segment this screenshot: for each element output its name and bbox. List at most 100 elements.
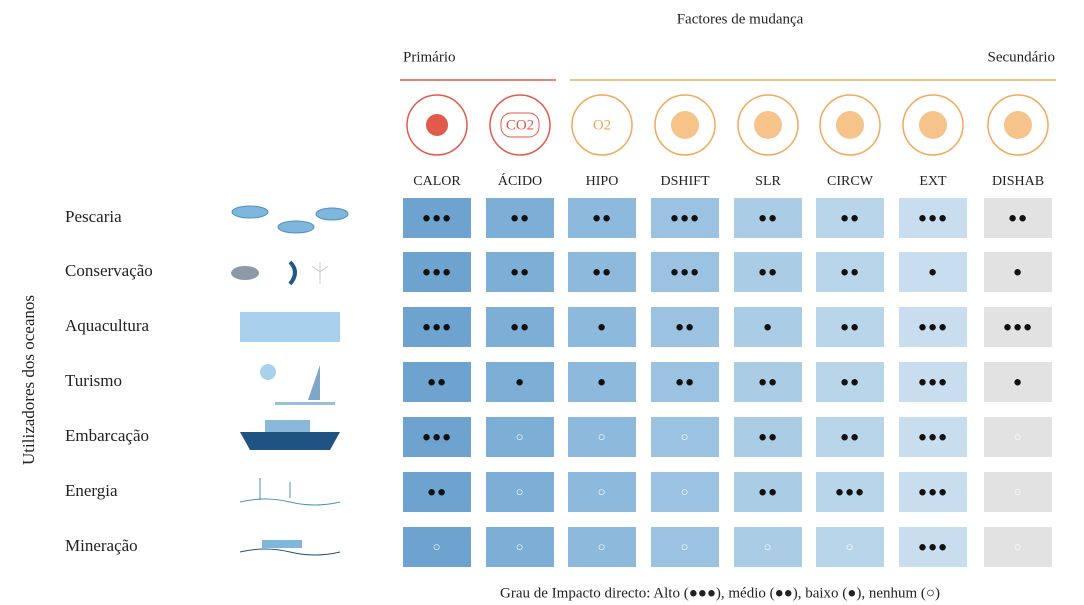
cell <box>734 417 802 457</box>
cell <box>403 472 471 512</box>
cell <box>486 472 554 512</box>
cell-value: ● <box>1013 374 1023 390</box>
cell <box>984 527 1052 567</box>
cell <box>486 527 554 567</box>
cell-value: ○ <box>516 484 525 499</box>
cell-value: ○ <box>516 539 525 554</box>
cell-value: ○ <box>1014 484 1023 499</box>
column-label: CALOR <box>413 174 461 189</box>
cell <box>486 362 554 402</box>
factor-icon <box>737 94 799 156</box>
cell-value: ● <box>597 319 607 335</box>
cell-value: ●● <box>427 484 447 500</box>
cell-value: ●● <box>675 319 695 335</box>
cell <box>403 198 471 238</box>
cell-value: ○ <box>1014 429 1023 444</box>
cell-value: ○ <box>681 484 690 499</box>
factor-icon <box>819 94 881 156</box>
cell-value: ●● <box>758 264 778 280</box>
icon-glyph <box>1004 111 1032 139</box>
cell-value: ●●● <box>918 319 948 335</box>
column-label: HIPO <box>586 174 619 189</box>
cell-value: ●● <box>510 210 530 226</box>
cell-value: ●●● <box>422 264 452 280</box>
cell-value: ●●● <box>422 319 452 335</box>
cell-value: ●●● <box>670 210 700 226</box>
icon-glyph <box>919 111 947 139</box>
cell <box>984 252 1052 292</box>
factor-icon <box>489 94 551 156</box>
cell <box>651 527 719 567</box>
row-label: Embarcação <box>65 426 149 445</box>
cell <box>651 472 719 512</box>
cell-value: ○ <box>598 539 607 554</box>
cell-value: ●● <box>675 374 695 390</box>
cell-value: ●● <box>758 429 778 445</box>
cell <box>899 252 967 292</box>
cell-value: ○ <box>516 429 525 444</box>
cell <box>899 362 967 402</box>
cell <box>403 307 471 347</box>
cell <box>651 307 719 347</box>
factor-icon <box>902 94 964 156</box>
row-label: Mineração <box>65 536 138 555</box>
row-label: Turismo <box>65 371 122 390</box>
column-label: DSHIFT <box>660 174 709 189</box>
cell-value: ●●● <box>918 374 948 390</box>
cell <box>651 198 719 238</box>
cell <box>403 527 471 567</box>
icon-glyph <box>754 111 782 139</box>
cell <box>734 472 802 512</box>
cell-value: ○ <box>598 484 607 499</box>
cell-value: ●● <box>840 429 860 445</box>
column-label: SLR <box>755 174 781 189</box>
cell <box>734 307 802 347</box>
cell-value: ●●● <box>670 264 700 280</box>
cell-value: ●●● <box>918 429 948 445</box>
row-label: Pescaria <box>65 207 122 226</box>
icon-text: CO2 <box>506 117 534 133</box>
cell-value: ●● <box>758 484 778 500</box>
cell <box>899 417 967 457</box>
factor-icon <box>654 94 716 156</box>
cell <box>651 417 719 457</box>
cell <box>568 527 636 567</box>
cell-value: ●●● <box>1003 319 1033 335</box>
cell-value: ○ <box>846 539 855 554</box>
row-icons <box>231 205 349 556</box>
cell <box>651 362 719 402</box>
cell-value: ●● <box>592 210 612 226</box>
cell-value: ●●● <box>422 210 452 226</box>
cell <box>403 362 471 402</box>
cell <box>568 362 636 402</box>
icon-glyph <box>671 111 699 139</box>
cell-value: ●● <box>510 319 530 335</box>
icon-glyph <box>836 111 864 139</box>
icon-box <box>500 112 540 138</box>
cell <box>403 417 471 457</box>
cell <box>984 307 1052 347</box>
column-label: CIRCW <box>827 174 874 189</box>
icon-text: O2 <box>593 117 611 133</box>
row-label: Energia <box>65 481 118 500</box>
factor-icon <box>406 94 468 156</box>
row-label: Conservação <box>65 261 153 280</box>
cell <box>403 252 471 292</box>
icon-glyph <box>426 114 448 136</box>
cell <box>816 198 884 238</box>
secondary-label: Secundário <box>988 49 1055 65</box>
cell-value: ●● <box>1008 210 1028 226</box>
cell <box>899 307 967 347</box>
cell-value: ○ <box>764 539 773 554</box>
cell <box>734 252 802 292</box>
cell-value: ● <box>1013 264 1023 280</box>
cell-value: ●● <box>427 374 447 390</box>
cell <box>568 198 636 238</box>
cell-value: ●● <box>592 264 612 280</box>
cell-value: ●●● <box>835 484 865 500</box>
cell <box>568 307 636 347</box>
cell-value: ●● <box>510 264 530 280</box>
factor-icon <box>987 94 1049 156</box>
cell <box>734 198 802 238</box>
